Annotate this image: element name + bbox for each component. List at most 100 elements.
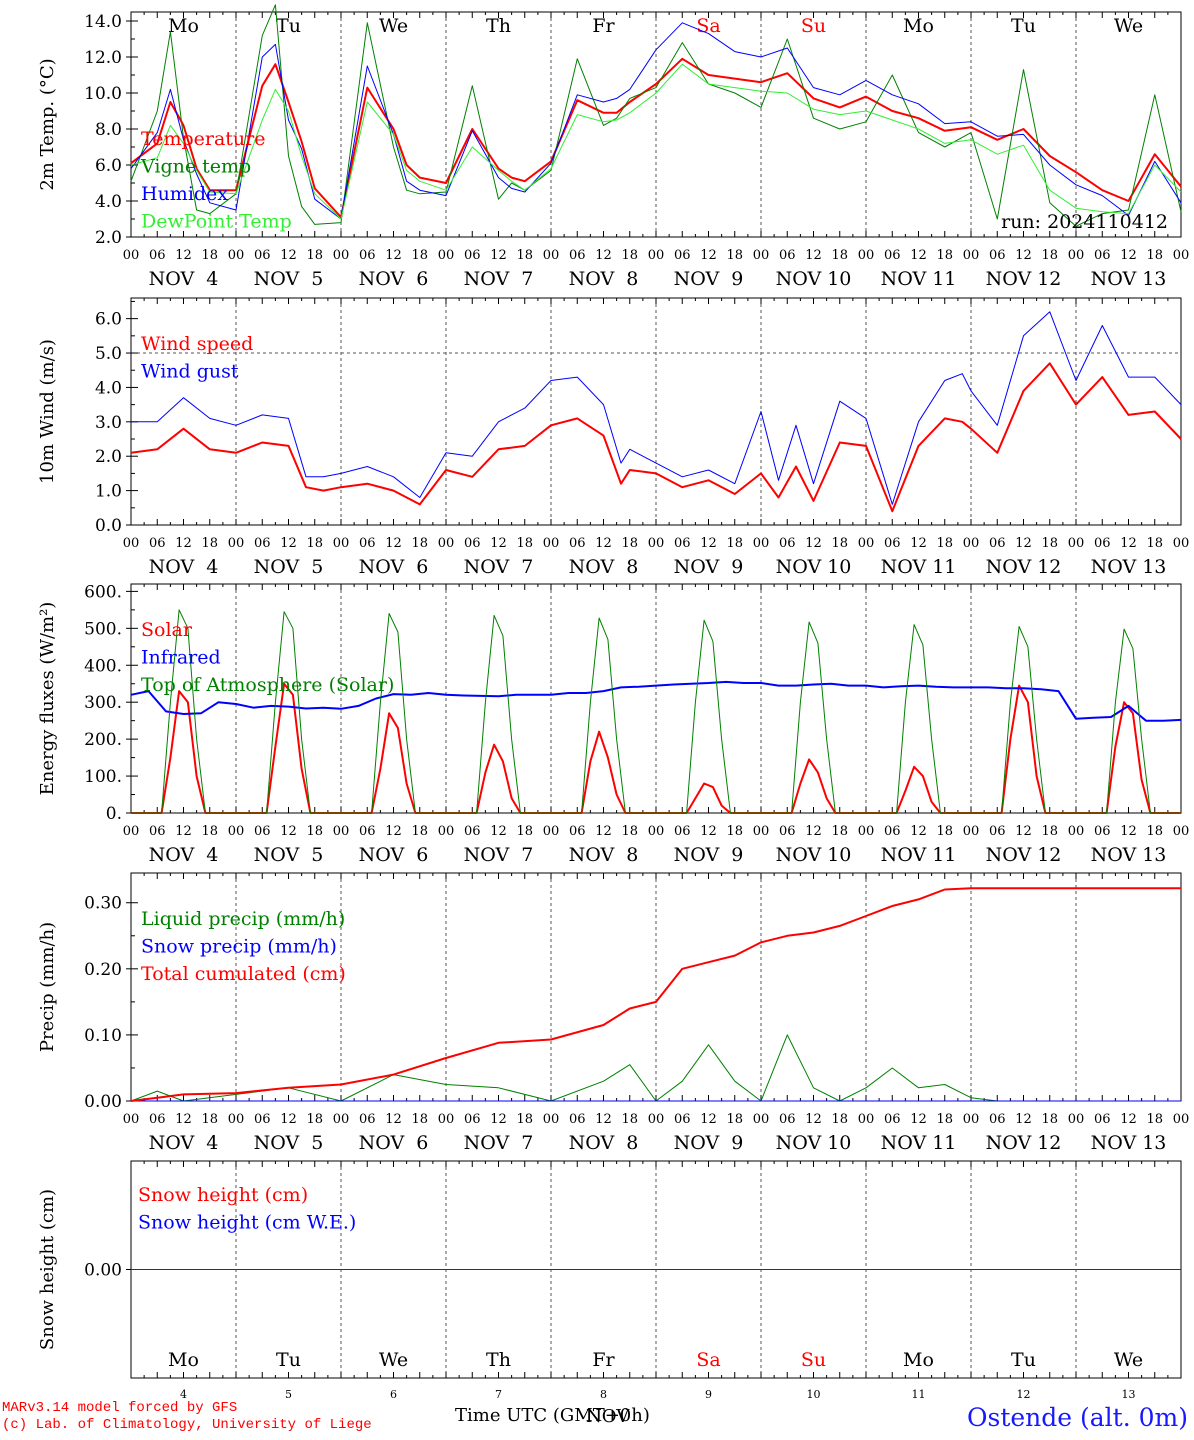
- legend-entry: Wind gust: [141, 361, 239, 383]
- hour-tick-label: 18: [831, 248, 848, 263]
- hour-tick-label: 18: [1146, 824, 1163, 839]
- hour-tick-label: 12: [490, 824, 507, 839]
- hour-tick-label: 06: [989, 248, 1006, 263]
- hour-tick-label: 18: [306, 248, 323, 263]
- x-axis-title-text: Time UTC (GMT+0h): [455, 1405, 650, 1426]
- hour-tick-label: 00: [858, 248, 875, 263]
- hour-tick-label: 00: [858, 824, 875, 839]
- y-tick-label: 4.0: [95, 378, 122, 398]
- y-tick-label: 0.30: [84, 894, 122, 914]
- weekday-label: Su: [801, 1349, 826, 1371]
- hour-tick-label: 18: [726, 536, 743, 551]
- legend-entry: Wind speed: [141, 333, 253, 355]
- y-axis-label: 2m Temp. (°C): [37, 58, 58, 190]
- hour-tick-label: 18: [1041, 248, 1058, 263]
- hour-tick-label: 06: [149, 824, 166, 839]
- series-line-3: [130, 887, 1181, 1102]
- hour-tick-label: 12: [595, 248, 612, 263]
- hour-tick-label: 12: [805, 536, 822, 551]
- hour-tick-label: 00: [753, 824, 770, 839]
- hour-tick-label: 06: [464, 248, 481, 263]
- hour-tick-label: 00: [858, 1112, 875, 1127]
- hour-tick-label: 00: [123, 248, 140, 263]
- series-line-4: [130, 63, 1182, 220]
- hour-tick-label: 12: [910, 536, 927, 551]
- day-number-label: 12: [1017, 1388, 1031, 1401]
- day-number-label: 6: [390, 1388, 397, 1401]
- y-tick-label: 0.0: [95, 516, 122, 536]
- hour-tick-label: 06: [569, 536, 586, 551]
- hour-tick-label: 00: [963, 536, 980, 551]
- hour-tick-label: 18: [516, 1112, 533, 1127]
- hour-tick-label: 18: [1146, 536, 1163, 551]
- weekday-label: We: [1114, 1349, 1143, 1371]
- weekday-label: We: [379, 15, 408, 37]
- hour-tick-label: 06: [1094, 536, 1111, 551]
- date-label: NOV 8: [569, 268, 639, 290]
- hour-tick-label: 18: [1146, 1112, 1163, 1127]
- weekday-label: Th: [486, 1349, 511, 1371]
- hour-tick-label: 12: [385, 1112, 402, 1127]
- date-label: NOV 6: [359, 1132, 429, 1154]
- day-number-label: 7: [495, 1388, 502, 1401]
- hour-tick-label: 18: [621, 536, 638, 551]
- hour-tick-label: 18: [306, 1112, 323, 1127]
- y-tick-label: 100.: [84, 767, 122, 787]
- legend-entry: Liquid precip (mm/h): [141, 908, 345, 930]
- date-label: NOV 13: [1091, 268, 1167, 290]
- hour-tick-label: 00: [228, 824, 245, 839]
- series-line-1: [130, 57, 1182, 219]
- hour-tick-label: 12: [1120, 536, 1137, 551]
- hour-tick-label: 06: [674, 248, 691, 263]
- date-label: NOV 5: [254, 1132, 324, 1154]
- date-label: NOV 6: [359, 844, 429, 866]
- hour-tick-label: 12: [1120, 824, 1137, 839]
- day-number-label: 5: [285, 1388, 292, 1401]
- y-tick-label: 0.: [106, 804, 122, 824]
- hour-tick-label: 06: [254, 824, 271, 839]
- credits: MARv3.14 model forced by GFS (c) Lab. of…: [2, 1400, 372, 1434]
- hour-tick-label: 12: [805, 1112, 822, 1127]
- hour-tick-label: 12: [175, 536, 192, 551]
- date-label: NOV 9: [674, 556, 744, 578]
- hour-tick-label: 18: [201, 536, 218, 551]
- hour-tick-label: 18: [1041, 824, 1058, 839]
- hour-tick-label: 12: [385, 824, 402, 839]
- weekday-label: Fr: [592, 15, 615, 37]
- legend-entry: Snow height (cm W.E.): [138, 1212, 356, 1234]
- y-tick-label: 12.0: [84, 48, 122, 68]
- hour-tick-label: 00: [438, 1112, 455, 1127]
- hour-tick-label: 06: [989, 536, 1006, 551]
- hour-tick-label: 00: [438, 248, 455, 263]
- hour-tick-label: 12: [910, 248, 927, 263]
- date-label: NOV 11: [881, 556, 957, 578]
- panel-5: 0.00 Snow height (cm) Mo 4 Tu 5 We 6 Th 7 Fr 8 Sa 9 Su…: [37, 1160, 1182, 1427]
- hour-tick-label: 18: [831, 824, 848, 839]
- hour-tick-label: 12: [385, 536, 402, 551]
- hour-tick-label: 12: [700, 248, 717, 263]
- hour-tick-label: 00: [123, 536, 140, 551]
- hour-tick-label: 00: [1068, 1112, 1085, 1127]
- hour-tick-label: 12: [1015, 824, 1032, 839]
- hour-tick-label: 18: [201, 248, 218, 263]
- hour-tick-label: 06: [464, 824, 481, 839]
- hour-tick-label: 06: [674, 1112, 691, 1127]
- series-line-2: [131, 311, 1182, 505]
- y-axis-label: Snow height (cm): [37, 1189, 58, 1350]
- weekday-label: Tu: [1011, 1349, 1036, 1371]
- date-label: NOV 10: [776, 1132, 852, 1154]
- hour-tick-label: 00: [333, 536, 350, 551]
- date-label: NOV 5: [254, 556, 324, 578]
- y-tick-label: 0.10: [84, 1026, 122, 1046]
- legend-entry: Vigne temp: [140, 156, 251, 178]
- hour-tick-label: 00: [228, 248, 245, 263]
- weekday-label: Su: [801, 15, 826, 37]
- hour-tick-label: 18: [306, 824, 323, 839]
- weekday-label: Mo: [168, 1349, 199, 1371]
- hour-tick-label: 12: [700, 536, 717, 551]
- y-tick-label: 14.0: [84, 12, 122, 32]
- hour-tick-label: 12: [490, 1112, 507, 1127]
- date-label: NOV 11: [881, 1132, 957, 1154]
- weekday-label: Mo: [903, 1349, 934, 1371]
- hour-tick-label: 06: [359, 1112, 376, 1127]
